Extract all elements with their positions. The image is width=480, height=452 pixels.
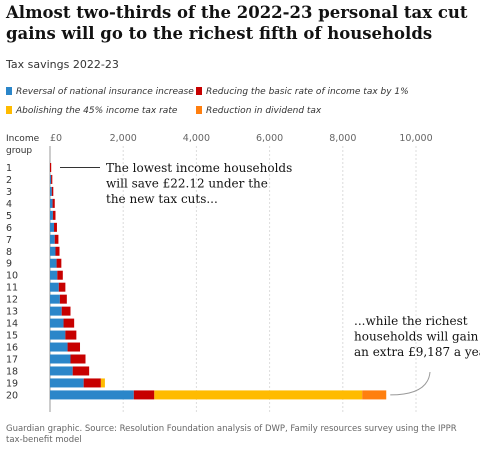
bar-segment bbox=[72, 366, 90, 376]
bar-segment bbox=[50, 378, 84, 388]
y-tick-label: 5 bbox=[6, 211, 12, 222]
x-tick-label: 8,000 bbox=[329, 133, 356, 144]
y-tick-label: 19 bbox=[6, 378, 18, 389]
legend-swatch bbox=[6, 106, 12, 114]
x-tick-labels: £0 2,000 4,000 6,000 8,000 10,000 bbox=[50, 133, 433, 144]
legend-label: Reducing the basic rate of income tax by… bbox=[206, 87, 409, 97]
bar-segment bbox=[61, 306, 71, 316]
legend-swatch bbox=[196, 87, 202, 95]
bar-segment bbox=[50, 234, 55, 244]
bar-segment bbox=[65, 330, 77, 340]
bar-segment bbox=[50, 318, 64, 328]
bar-segment bbox=[59, 294, 67, 304]
y-axis-title: Income group bbox=[6, 134, 40, 156]
legend-swatch bbox=[6, 87, 12, 95]
y-tick-label: 16 bbox=[6, 343, 18, 354]
y-tick-label: 6 bbox=[6, 223, 12, 234]
bar-segment bbox=[154, 390, 363, 400]
y-axis-title-line: Income bbox=[6, 134, 40, 144]
bars bbox=[50, 162, 387, 400]
legend-item-dividend: Reduction in dividend tax bbox=[196, 106, 321, 116]
bar-segment bbox=[50, 282, 59, 292]
bar-segment bbox=[50, 270, 58, 280]
y-tick-label: 8 bbox=[6, 247, 12, 258]
annotation-text-lowest: The lowest income households bbox=[106, 161, 292, 175]
annotation-text-lowest: will save £22.12 under the bbox=[106, 177, 268, 191]
bar-segment bbox=[50, 342, 68, 352]
annotation-text-lowest: the new tax cuts... bbox=[106, 192, 218, 206]
y-tick-label: 14 bbox=[6, 319, 18, 330]
bar-segment bbox=[362, 390, 387, 400]
y-tick-label: 17 bbox=[6, 355, 18, 366]
y-axis-title-line: group bbox=[6, 146, 32, 156]
bar-segment bbox=[50, 210, 53, 220]
bar-segment bbox=[54, 222, 57, 232]
y-tick-label: 1 bbox=[6, 163, 12, 174]
bar-segment bbox=[83, 378, 101, 388]
bar-segment bbox=[52, 198, 55, 208]
bar-segment bbox=[50, 186, 52, 196]
annotation-text-richest: ...while the richest bbox=[354, 314, 468, 328]
y-tick-label: 11 bbox=[6, 283, 18, 294]
y-tick-label: 2 bbox=[6, 175, 12, 186]
bar-segment bbox=[50, 162, 52, 172]
bar-segment bbox=[50, 258, 57, 268]
x-tick-label: 6,000 bbox=[256, 133, 283, 144]
bar-segment bbox=[51, 186, 54, 196]
bar-segment bbox=[50, 294, 60, 304]
bar-segment bbox=[50, 222, 55, 232]
bar-segment bbox=[50, 306, 62, 316]
legend-item-basic-rate: Reducing the basic rate of income tax by… bbox=[196, 87, 409, 97]
bar-segment bbox=[51, 174, 53, 184]
y-tick-label: 18 bbox=[6, 366, 18, 377]
bar-segment bbox=[63, 318, 75, 328]
x-tick-label: 4,000 bbox=[183, 133, 210, 144]
y-tick-label: 3 bbox=[6, 187, 12, 198]
y-tick-label: 10 bbox=[6, 271, 18, 282]
bar-segment bbox=[50, 354, 71, 364]
source-note: Guardian graphic. Source: Resolution Fou… bbox=[6, 424, 457, 445]
chart-subtitle: Tax savings 2022-23 bbox=[6, 58, 119, 71]
chart-title: Almost two-thirds of the 2022-23 persona… bbox=[6, 3, 468, 43]
bar-segment bbox=[50, 366, 73, 376]
bar-segment bbox=[52, 210, 56, 220]
y-tick-label: 13 bbox=[6, 307, 18, 318]
legend-item-45-rate: Abolishing the 45% income tax rate bbox=[6, 106, 177, 116]
y-tick-label: 12 bbox=[6, 295, 18, 306]
bar-segment bbox=[54, 234, 59, 244]
bar-segment bbox=[70, 354, 86, 364]
bar-segment bbox=[50, 174, 52, 184]
x-tick-label: £0 bbox=[50, 133, 62, 144]
bar-segment bbox=[50, 390, 134, 400]
y-tick-label: 20 bbox=[6, 390, 18, 401]
x-tick-label: 10,000 bbox=[399, 133, 432, 144]
bar-segment bbox=[133, 390, 155, 400]
annotations: The lowest income households will save £2… bbox=[60, 161, 480, 396]
bar-segment bbox=[56, 258, 62, 268]
y-tick-label: 9 bbox=[6, 259, 12, 270]
legend-label: Reduction in dividend tax bbox=[206, 106, 322, 116]
bar-segment bbox=[100, 378, 105, 388]
legend-item-national-insurance: Reversal of national insurance increase bbox=[6, 87, 194, 97]
legend-swatch bbox=[196, 106, 202, 114]
legend-label: Abolishing the 45% income tax rate bbox=[16, 106, 178, 116]
bar-segment bbox=[58, 282, 66, 292]
bar-segment bbox=[55, 246, 60, 256]
bar-segment bbox=[50, 330, 66, 340]
annotation-leader-curve bbox=[390, 371, 431, 396]
legend-label: Reversal of national insurance increase bbox=[16, 87, 194, 97]
x-tick-label: 2,000 bbox=[110, 133, 137, 144]
annotation-text-richest: households will gain bbox=[354, 330, 479, 344]
y-tick-label: 7 bbox=[6, 235, 12, 246]
y-tick-label: 15 bbox=[6, 331, 18, 342]
bar-segment bbox=[50, 246, 56, 256]
y-tick-label: 4 bbox=[6, 199, 12, 210]
annotation-text-richest: an extra £9,187 a year bbox=[354, 345, 480, 359]
bar-segment bbox=[57, 270, 63, 280]
bar-segment bbox=[50, 198, 53, 208]
bar-segment bbox=[67, 342, 81, 352]
